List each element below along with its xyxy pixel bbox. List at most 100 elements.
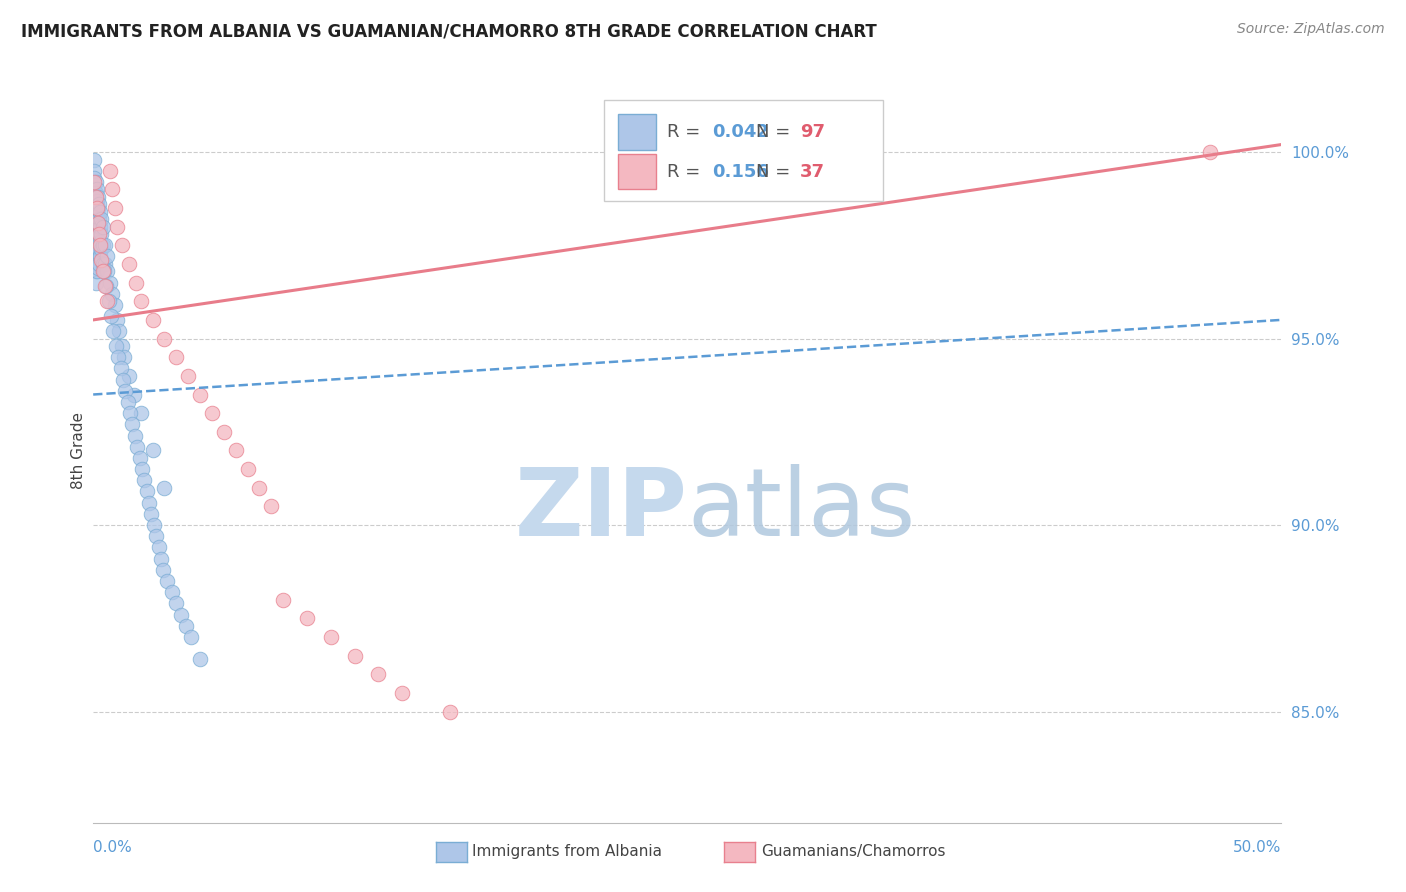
Text: 97: 97 [800, 123, 825, 141]
Point [83, 204, 105, 219]
Point [86, 219, 108, 234]
Point [134, 473, 156, 487]
Point [87, 190, 110, 204]
Point [84, 186, 107, 200]
Point [87, 216, 110, 230]
Text: IMMIGRANTS FROM ALBANIA VS GUAMANIAN/CHAMORRO 8TH GRADE CORRELATION CHART: IMMIGRANTS FROM ALBANIA VS GUAMANIAN/CHA… [21, 22, 877, 40]
Text: ZIP: ZIP [515, 464, 688, 556]
Point [165, 350, 187, 364]
Point [89, 257, 111, 271]
Point [124, 428, 146, 442]
Point [86, 204, 108, 219]
Point [89, 227, 111, 241]
Point [249, 481, 271, 495]
Point [89, 242, 111, 256]
Point [177, 368, 200, 383]
Point [89, 219, 111, 234]
Text: R =: R = [666, 123, 706, 141]
Point [89, 204, 111, 219]
Point [83, 175, 105, 189]
Text: N =: N = [756, 163, 796, 181]
Point [156, 574, 179, 588]
Point [84, 197, 107, 211]
Point [84, 219, 107, 234]
FancyBboxPatch shape [619, 114, 657, 150]
Point [84, 190, 107, 204]
Point [87, 201, 110, 215]
FancyBboxPatch shape [605, 100, 883, 201]
Text: 0.0%: 0.0% [93, 840, 132, 855]
Point [86, 201, 108, 215]
Point [83, 194, 105, 208]
Point [129, 406, 152, 420]
Y-axis label: 8th Grade: 8th Grade [72, 412, 86, 489]
Point [84, 242, 107, 256]
Point [84, 175, 107, 189]
Point [110, 361, 132, 376]
Point [153, 481, 176, 495]
Point [90, 212, 112, 227]
Text: atlas: atlas [688, 464, 915, 556]
Point [149, 551, 172, 566]
Point [94, 279, 117, 293]
FancyBboxPatch shape [619, 153, 657, 189]
Point [118, 368, 141, 383]
Point [90, 227, 112, 241]
Point [93, 264, 115, 278]
Point [170, 607, 193, 622]
Point [86, 264, 108, 278]
Point [122, 387, 145, 401]
Point [91, 264, 114, 278]
Point [108, 324, 131, 338]
Point [129, 294, 152, 309]
Point [125, 276, 148, 290]
Point [97, 294, 120, 309]
Point [343, 648, 366, 663]
Point [101, 182, 124, 196]
Point [212, 425, 235, 439]
Point [89, 238, 111, 252]
Point [121, 417, 143, 432]
Point [1198, 145, 1220, 159]
Point [271, 592, 294, 607]
Point [84, 231, 107, 245]
Text: 0.042: 0.042 [711, 123, 769, 141]
Point [391, 686, 413, 700]
Point [138, 496, 160, 510]
Text: Guamanians/Chamorros: Guamanians/Chamorros [761, 845, 945, 859]
Point [367, 667, 389, 681]
Point [141, 507, 163, 521]
Point [89, 227, 111, 241]
Point [152, 563, 174, 577]
Point [101, 286, 124, 301]
Point [127, 440, 149, 454]
Point [84, 264, 107, 278]
Point [83, 227, 105, 241]
Point [114, 384, 136, 398]
Point [83, 182, 105, 196]
Point [94, 257, 117, 271]
Point [94, 238, 117, 252]
Point [86, 182, 108, 196]
Point [89, 250, 111, 264]
Point [135, 484, 157, 499]
Point [86, 194, 108, 208]
Point [83, 171, 105, 186]
Point [87, 245, 110, 260]
Point [91, 257, 114, 271]
Point [107, 350, 129, 364]
Point [96, 294, 118, 309]
Point [83, 163, 105, 178]
Point [90, 253, 112, 268]
Point [111, 339, 134, 353]
Point [142, 313, 165, 327]
Point [96, 264, 118, 278]
Point [103, 201, 125, 215]
Text: R =: R = [666, 163, 711, 181]
Point [100, 309, 122, 323]
Point [128, 450, 150, 465]
Point [96, 279, 118, 293]
Point [86, 235, 108, 249]
Point [89, 212, 111, 227]
Point [111, 373, 134, 387]
